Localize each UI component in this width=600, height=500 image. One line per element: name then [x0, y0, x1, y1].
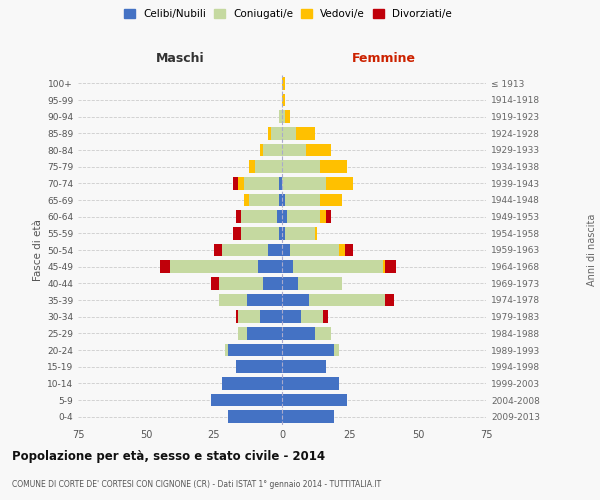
Bar [282, 394, 347, 406]
Y-axis label: Fasce di età: Fasce di età [33, 219, 43, 281]
Bar [225, 344, 227, 356]
Bar [293, 260, 383, 273]
Bar [309, 294, 385, 306]
Bar [263, 144, 282, 156]
Bar [255, 160, 282, 173]
Bar [211, 277, 220, 289]
Bar [320, 160, 347, 173]
Bar [227, 410, 282, 423]
Bar [271, 127, 282, 140]
Bar [238, 177, 244, 190]
Bar [282, 127, 296, 140]
Bar [282, 194, 285, 206]
Bar [241, 227, 279, 239]
Bar [277, 210, 282, 223]
Bar [214, 244, 222, 256]
Bar [326, 177, 353, 190]
Bar [296, 127, 314, 140]
Bar [339, 244, 344, 256]
Bar [282, 210, 287, 223]
Bar [282, 294, 309, 306]
Bar [282, 110, 285, 123]
Bar [314, 227, 317, 239]
Bar [282, 260, 293, 273]
Bar [260, 310, 282, 323]
Bar [279, 110, 282, 123]
Bar [260, 144, 263, 156]
Bar [220, 277, 263, 289]
Bar [244, 177, 279, 190]
Bar [282, 144, 307, 156]
Text: Popolazione per età, sesso e stato civile - 2014: Popolazione per età, sesso e stato civil… [12, 450, 325, 463]
Legend: Celibi/Nubili, Coniugati/e, Vedovi/e, Divorziati/e: Celibi/Nubili, Coniugati/e, Vedovi/e, Di… [120, 5, 456, 24]
Bar [238, 327, 247, 340]
Bar [268, 127, 271, 140]
Bar [320, 210, 326, 223]
Bar [222, 377, 282, 390]
Bar [301, 310, 323, 323]
Bar [236, 310, 238, 323]
Text: Anni di nascita: Anni di nascita [587, 214, 597, 286]
Bar [250, 160, 255, 173]
Text: Femmine: Femmine [352, 52, 416, 65]
Bar [233, 177, 238, 190]
Bar [326, 210, 331, 223]
Bar [383, 260, 385, 273]
Bar [282, 344, 334, 356]
Bar [247, 294, 282, 306]
Bar [285, 110, 290, 123]
Bar [282, 244, 290, 256]
Bar [282, 360, 326, 373]
Bar [290, 244, 339, 256]
Bar [268, 244, 282, 256]
Bar [344, 244, 353, 256]
Bar [385, 260, 396, 273]
Bar [334, 344, 339, 356]
Bar [233, 227, 241, 239]
Bar [323, 310, 328, 323]
Bar [282, 377, 339, 390]
Text: COMUNE DI CORTE DE' CORTESI CON CIGNONE (CR) - Dati ISTAT 1° gennaio 2014 - TUTT: COMUNE DI CORTE DE' CORTESI CON CIGNONE … [12, 480, 381, 489]
Bar [257, 260, 282, 273]
Bar [238, 310, 260, 323]
Bar [314, 327, 331, 340]
Bar [222, 244, 268, 256]
Bar [307, 144, 331, 156]
Bar [320, 194, 342, 206]
Bar [287, 210, 320, 223]
Bar [282, 227, 285, 239]
Bar [282, 277, 298, 289]
Bar [282, 410, 334, 423]
Bar [385, 294, 394, 306]
Bar [236, 360, 282, 373]
Bar [211, 394, 282, 406]
Bar [236, 210, 241, 223]
Bar [247, 327, 282, 340]
Bar [285, 194, 320, 206]
Bar [250, 194, 279, 206]
Bar [282, 177, 326, 190]
Bar [170, 260, 257, 273]
Bar [282, 160, 320, 173]
Bar [282, 94, 285, 106]
Bar [279, 227, 282, 239]
Bar [263, 277, 282, 289]
Bar [241, 210, 277, 223]
Text: Maschi: Maschi [155, 52, 205, 65]
Bar [279, 177, 282, 190]
Bar [282, 77, 285, 90]
Bar [298, 277, 342, 289]
Bar [227, 344, 282, 356]
Bar [220, 294, 247, 306]
Bar [279, 194, 282, 206]
Bar [244, 194, 250, 206]
Bar [160, 260, 170, 273]
Bar [285, 227, 314, 239]
Bar [282, 310, 301, 323]
Bar [282, 327, 314, 340]
